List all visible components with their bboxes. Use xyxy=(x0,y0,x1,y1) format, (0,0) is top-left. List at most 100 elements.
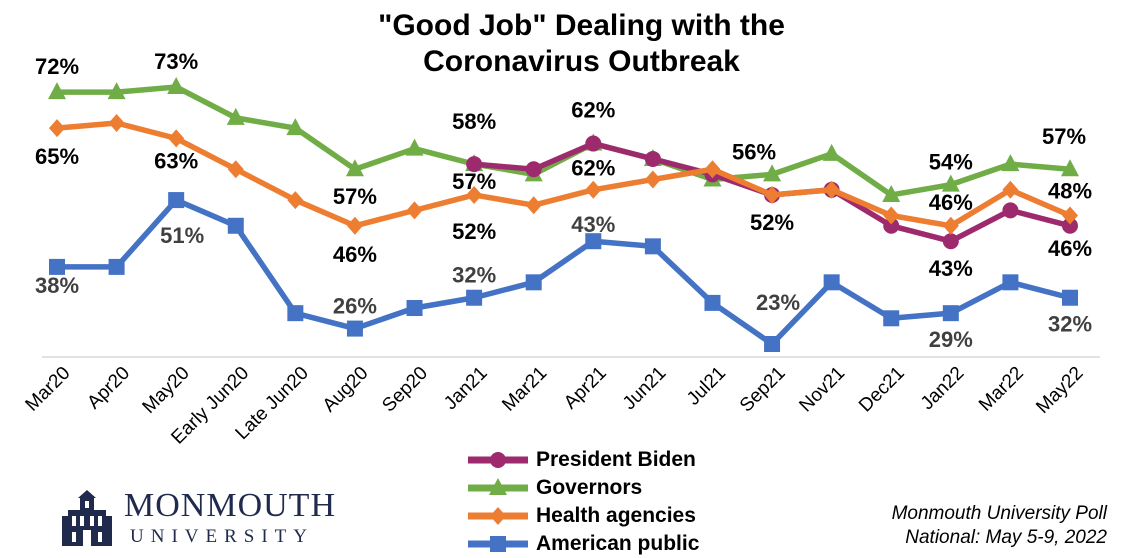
x-tick-label: Aug20 xyxy=(319,363,373,417)
data-point xyxy=(466,289,483,306)
source-line-1: Monmouth University Poll xyxy=(891,503,1107,524)
data-label: 56% xyxy=(732,139,776,164)
data-point xyxy=(764,336,781,352)
data-point xyxy=(704,294,721,311)
x-tick-label: Jan21 xyxy=(440,363,491,414)
data-point xyxy=(287,191,304,210)
data-point xyxy=(168,129,185,148)
data-point xyxy=(287,305,304,322)
data-point xyxy=(942,233,959,250)
data-label: 38% xyxy=(35,273,79,298)
data-point xyxy=(346,216,363,235)
data-label: 63% xyxy=(154,148,198,173)
data-point xyxy=(525,274,542,291)
data-label: 57% xyxy=(333,184,377,209)
data-label: 57% xyxy=(1042,124,1086,149)
data-point xyxy=(1062,206,1078,225)
data-point xyxy=(883,217,900,234)
university-building-icon xyxy=(62,490,112,546)
series-line-governors xyxy=(57,84,1071,198)
data-label: 46% xyxy=(929,190,973,215)
series-line-health-agencies xyxy=(56,120,1072,229)
data-point xyxy=(883,310,900,327)
data-label: 43% xyxy=(571,212,615,237)
data-label: 62% xyxy=(571,98,615,123)
x-tick-label: Sep21 xyxy=(736,363,790,417)
triangle-marker-icon xyxy=(468,478,528,495)
x-tick-label: Jun21 xyxy=(619,363,670,414)
data-point xyxy=(49,119,65,138)
data-point xyxy=(48,82,66,100)
data-point xyxy=(108,113,125,132)
data-label: 52% xyxy=(750,210,794,235)
data-point xyxy=(1002,180,1019,199)
data-point xyxy=(1061,159,1079,177)
data-label: 65% xyxy=(35,144,79,169)
x-tick-label: Jan22 xyxy=(917,363,968,414)
monmouth-logo: MONMOUTH UNIVERSITY xyxy=(58,488,335,550)
data-point xyxy=(1002,274,1019,291)
x-tick-label: May20 xyxy=(139,363,194,418)
data-label: 58% xyxy=(452,109,496,134)
data-point xyxy=(585,135,602,152)
x-tick-label: Mar22 xyxy=(975,363,1028,416)
legend-label: Health agencies xyxy=(536,504,696,527)
series-line-american-public xyxy=(57,197,1071,347)
data-point xyxy=(1001,154,1020,172)
data-point xyxy=(882,184,901,202)
data-label: 26% xyxy=(333,294,377,319)
data-point xyxy=(822,143,841,161)
data-point xyxy=(167,77,186,94)
data-label: 48% xyxy=(1048,179,1092,204)
data-label: 32% xyxy=(1048,312,1092,337)
source-line-2: National: May 5-9, 2022 xyxy=(905,527,1107,548)
data-point xyxy=(941,174,960,192)
data-point xyxy=(763,164,782,182)
x-tick-label: Apr20 xyxy=(83,363,134,414)
data-point xyxy=(704,160,721,179)
x-tick-label: Jul21 xyxy=(683,363,730,410)
source-note: Monmouth University Poll National: May 5… xyxy=(892,502,1107,550)
diamond-marker-icon xyxy=(468,507,528,525)
data-point xyxy=(585,180,602,199)
data-point xyxy=(1062,289,1078,306)
x-tick-label: Sep20 xyxy=(378,363,432,417)
x-tick-label: Dec21 xyxy=(855,363,909,417)
chart-title-line-1: "Good Job" Dealing with the xyxy=(378,9,785,42)
data-label: 62% xyxy=(571,156,615,181)
data-point xyxy=(883,206,900,225)
data-point xyxy=(466,185,483,204)
data-label: 46% xyxy=(333,242,377,267)
data-point xyxy=(49,258,65,275)
data-point xyxy=(823,274,840,291)
legend-label: President Biden xyxy=(536,448,696,471)
legend-label: Governors xyxy=(536,476,643,499)
data-point xyxy=(406,300,423,317)
data-point xyxy=(1062,217,1078,234)
legend-label: American public xyxy=(536,532,700,555)
data-point xyxy=(286,118,305,136)
x-tick-label: Nov21 xyxy=(795,363,849,417)
data-point xyxy=(345,159,364,177)
data-point xyxy=(406,201,423,220)
x-tick-label: Apr21 xyxy=(560,363,611,414)
data-point xyxy=(644,238,661,255)
data-point xyxy=(644,170,661,189)
data-point xyxy=(823,180,840,199)
data-label: 52% xyxy=(452,219,496,244)
data-point xyxy=(942,216,959,235)
circle-marker-icon xyxy=(468,452,528,468)
data-label: 43% xyxy=(929,256,973,281)
data-point xyxy=(1002,202,1019,219)
data-label: 32% xyxy=(452,263,496,288)
data-point xyxy=(644,150,661,167)
data-point xyxy=(227,160,244,179)
x-tick-label: May22 xyxy=(1032,363,1087,418)
x-tick-label: Mar21 xyxy=(498,363,551,416)
data-point xyxy=(108,258,125,275)
data-point xyxy=(942,305,959,322)
data-point xyxy=(227,217,244,234)
data-label: 73% xyxy=(154,49,198,74)
x-tick-label: Mar20 xyxy=(22,363,75,416)
